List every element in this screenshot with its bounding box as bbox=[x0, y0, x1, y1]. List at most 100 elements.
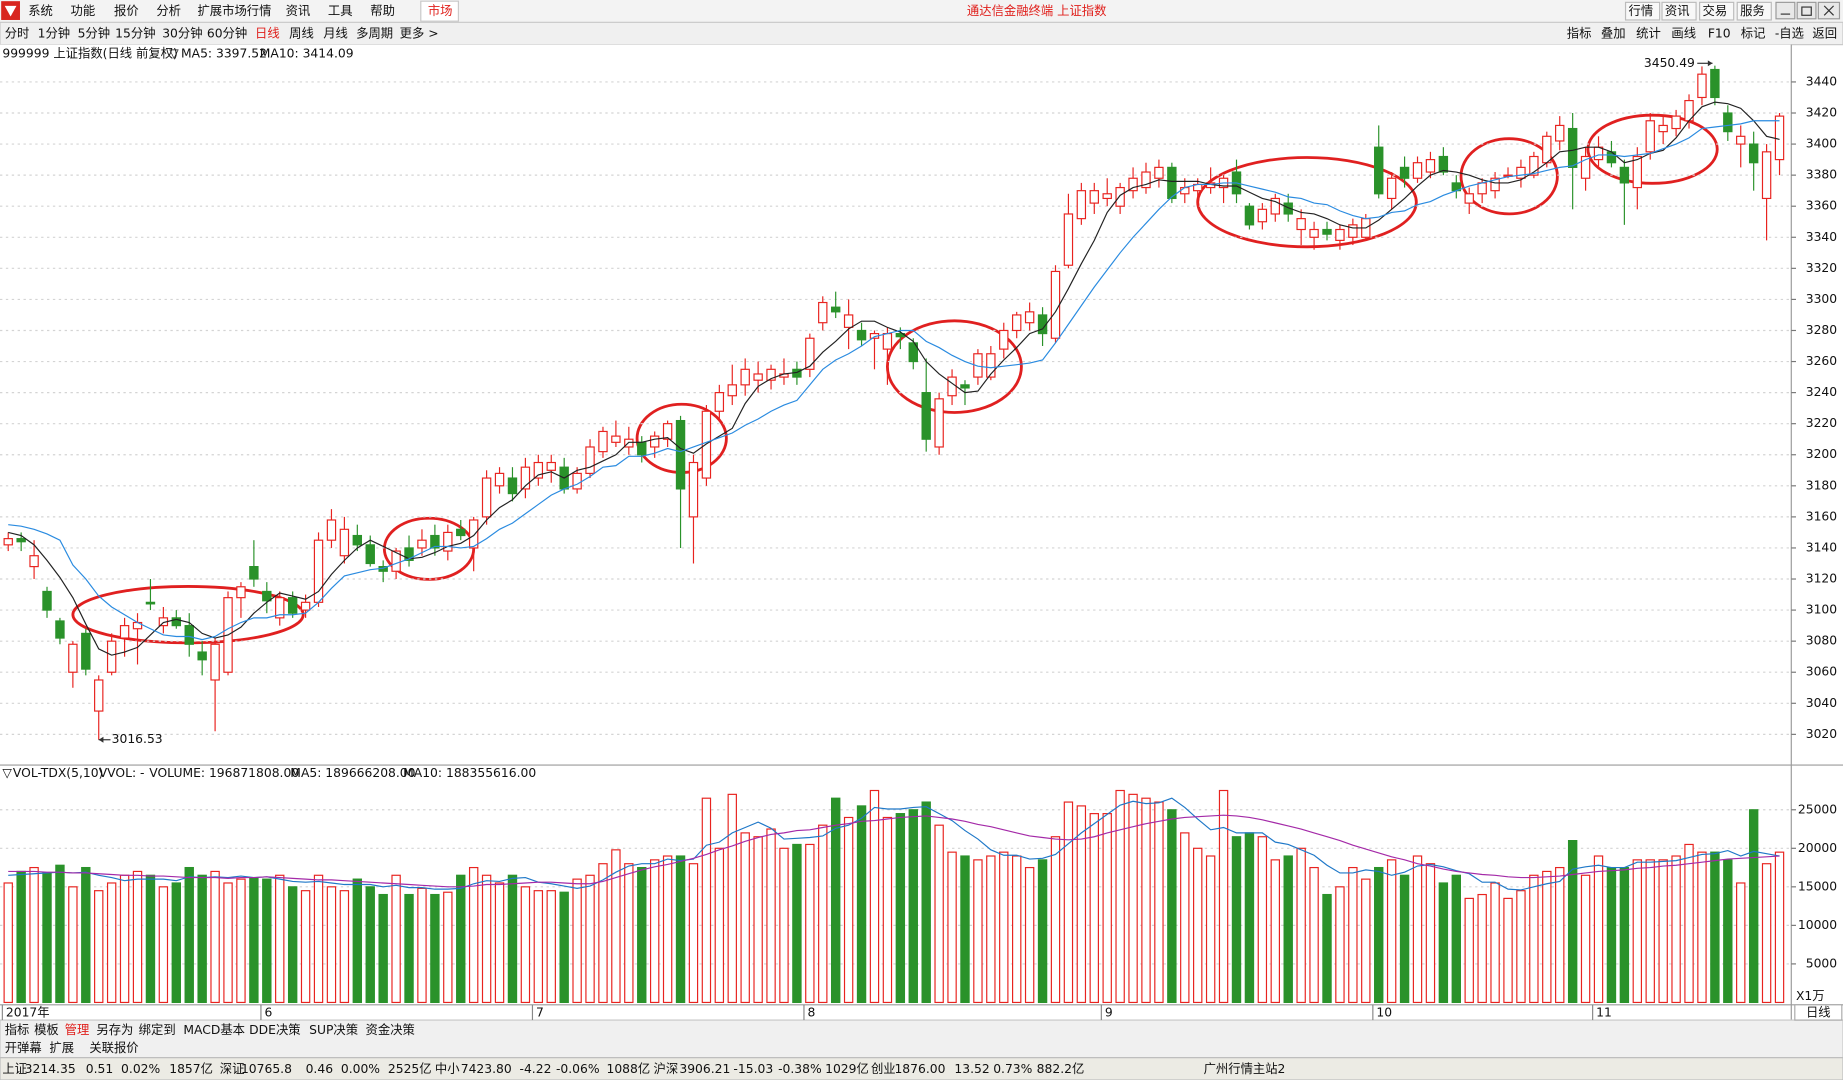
candle-body bbox=[986, 353, 996, 378]
volume-bar bbox=[1231, 836, 1242, 1004]
bottom-tab[interactable]: SUP决策 bbox=[309, 1022, 358, 1037]
tool-button[interactable]: F10 bbox=[1708, 27, 1731, 41]
candle-body bbox=[1542, 135, 1552, 164]
menu-item[interactable]: 帮助 bbox=[370, 4, 395, 18]
candle-body bbox=[1567, 127, 1578, 168]
bottom-tab[interactable]: 开弹幕 bbox=[5, 1041, 42, 1055]
market-button[interactable] bbox=[420, 0, 459, 22]
period-tab[interactable]: 周线 bbox=[289, 27, 314, 41]
candle-body bbox=[960, 384, 970, 389]
candle-body bbox=[1154, 166, 1164, 179]
volume-bar bbox=[869, 789, 880, 1004]
menu-item[interactable]: 报价 bbox=[114, 3, 139, 18]
menu-item[interactable]: 系统 bbox=[28, 4, 53, 18]
menu-bar bbox=[0, 0, 1843, 23]
candle-body bbox=[675, 419, 686, 490]
volume-bar bbox=[481, 874, 492, 1004]
y-tick-label: 3360 bbox=[1806, 199, 1838, 213]
y-tick-label: 3400 bbox=[1806, 137, 1838, 151]
volume-bar bbox=[1658, 859, 1668, 1004]
volume-bar bbox=[701, 797, 712, 1004]
tool-button[interactable]: -自选 bbox=[1775, 27, 1804, 41]
x-tick-label: 6 bbox=[264, 1006, 272, 1020]
volume-bar bbox=[236, 878, 246, 1004]
period-label: 日线 bbox=[1806, 1006, 1831, 1020]
volume-bar bbox=[275, 874, 285, 1004]
period-tab[interactable]: 多周期 bbox=[356, 27, 393, 41]
status-name: 沪深 bbox=[654, 1062, 679, 1076]
status-change: 0.46 bbox=[306, 1062, 334, 1076]
candle-body bbox=[585, 446, 595, 474]
menu-item[interactable]: 资讯 bbox=[286, 4, 311, 18]
candle-body bbox=[55, 620, 65, 639]
volume-bar bbox=[494, 882, 505, 1004]
bottom-tab[interactable]: 绑定到 bbox=[139, 1022, 176, 1037]
period-tab[interactable]: 60分钟 bbox=[207, 26, 247, 41]
volume-bar bbox=[727, 793, 737, 1004]
y-tick-label: 3220 bbox=[1806, 416, 1838, 430]
candle-body bbox=[1167, 166, 1177, 200]
candle-body bbox=[481, 477, 492, 518]
top-button[interactable] bbox=[1624, 1, 1661, 21]
candle-body bbox=[3, 538, 13, 546]
minimize[interactable] bbox=[1775, 1, 1796, 20]
tool-button[interactable]: 标记 bbox=[1741, 27, 1766, 41]
tool-button[interactable]: 返回 bbox=[1812, 27, 1837, 41]
status-percent: -0.38% bbox=[778, 1062, 822, 1076]
volume-bar bbox=[184, 866, 194, 1004]
top-button[interactable] bbox=[1699, 1, 1735, 21]
volume-bar bbox=[1218, 789, 1229, 1004]
volume-bar bbox=[1076, 805, 1087, 1004]
period-tab[interactable]: 15分钟 bbox=[115, 26, 155, 41]
candle-body bbox=[417, 539, 427, 549]
tool-button[interactable]: 统计 bbox=[1636, 27, 1661, 41]
bottom-tab[interactable]: 管理 bbox=[65, 1022, 90, 1037]
period-tab[interactable]: 5分钟 bbox=[78, 26, 111, 41]
period-tab[interactable]: 月线 bbox=[323, 27, 348, 41]
period-tab[interactable]: 30分钟 bbox=[162, 26, 202, 41]
candle-body bbox=[1632, 155, 1643, 189]
period-tab[interactable]: 1分钟 bbox=[38, 26, 71, 41]
bottom-tab[interactable]: 资金决策 bbox=[366, 1022, 415, 1037]
status-change: 13.52 bbox=[954, 1062, 989, 1076]
tool-button[interactable]: 画线 bbox=[1671, 27, 1696, 41]
volume-bar bbox=[908, 809, 918, 1004]
candle-body bbox=[145, 601, 156, 605]
volume-bar bbox=[1102, 813, 1112, 1004]
bottom-tab[interactable]: 另存为 bbox=[96, 1023, 133, 1037]
volume-bar bbox=[1697, 851, 1707, 1004]
bottom-tab[interactable]: MACD基本 bbox=[183, 1023, 245, 1037]
candle-body bbox=[1529, 155, 1539, 176]
bottom-tab[interactable]: 模板 bbox=[34, 1023, 59, 1037]
menu-item[interactable]: 分析 bbox=[156, 4, 181, 18]
menu-item[interactable]: 功能 bbox=[71, 4, 96, 18]
volume-bar bbox=[223, 882, 233, 1004]
restore[interactable] bbox=[1796, 1, 1817, 20]
candle-body bbox=[1593, 146, 1604, 161]
candle-body bbox=[1296, 218, 1306, 231]
candle-body bbox=[1619, 166, 1630, 184]
candle-body bbox=[947, 376, 957, 397]
candle-body bbox=[1723, 112, 1733, 133]
y-tick-label: 20000 bbox=[1798, 841, 1837, 855]
period-tab[interactable]: 分时 bbox=[5, 27, 30, 41]
bottom-tab[interactable]: 扩展 bbox=[49, 1041, 74, 1055]
top-button[interactable] bbox=[1736, 1, 1772, 21]
bottom-tab[interactable]: 指标 bbox=[5, 1022, 30, 1037]
top-button[interactable] bbox=[1661, 1, 1697, 21]
y-tick-label: 3280 bbox=[1806, 323, 1838, 337]
status-name: 中小 bbox=[435, 1061, 460, 1076]
menu-item[interactable]: 工具 bbox=[328, 4, 353, 18]
candle-body bbox=[830, 306, 841, 313]
candle-body bbox=[999, 329, 1009, 350]
bottom-tab[interactable]: 关联报价 bbox=[89, 1040, 138, 1055]
period-tab[interactable]: 更多 > bbox=[400, 27, 439, 41]
tool-button[interactable]: 指标 bbox=[1567, 26, 1592, 41]
candle-body bbox=[520, 466, 531, 490]
bottom-tab[interactable]: DDE决策 bbox=[249, 1022, 300, 1037]
menu-item[interactable]: 扩展市场行情 bbox=[197, 3, 271, 18]
period-tab[interactable]: 日线 bbox=[255, 27, 280, 41]
tool-button[interactable]: 叠加 bbox=[1601, 27, 1626, 41]
window-title: 通达信金融终端 上证指数 bbox=[967, 3, 1107, 18]
menu-item[interactable]: 市场 bbox=[428, 3, 453, 18]
